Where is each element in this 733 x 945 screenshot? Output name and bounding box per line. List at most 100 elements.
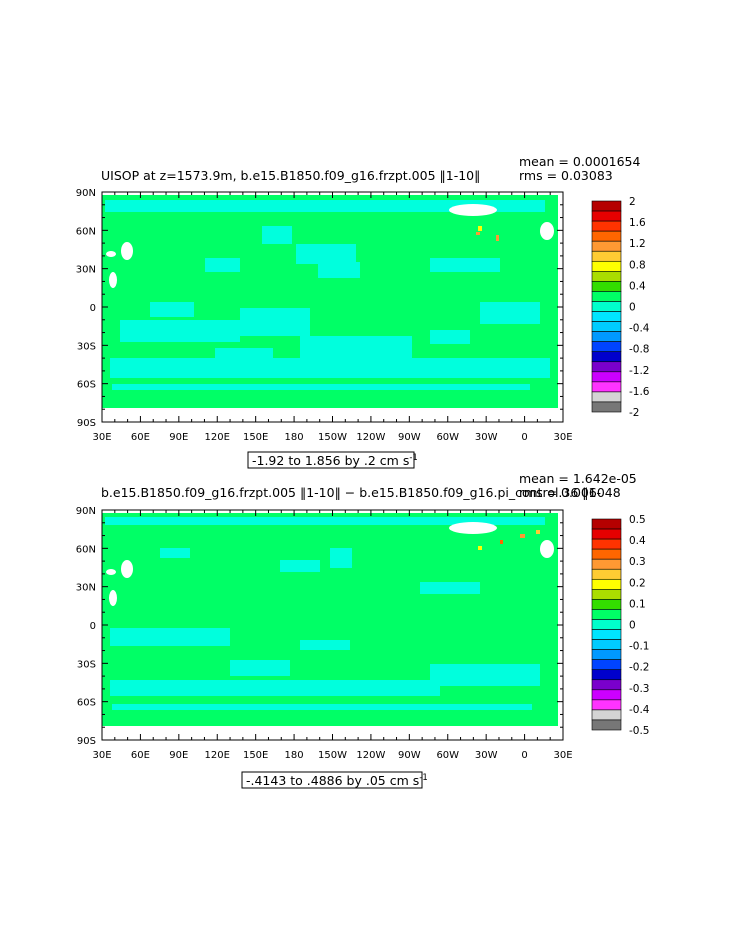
panel-2-rms: rms = 0.006048	[519, 485, 621, 500]
colorbar-label: -0.5	[629, 725, 650, 737]
y-tick-label: 30N	[76, 583, 96, 594]
colorbar-swatch	[591, 699, 622, 711]
panel-2-range-note: -.4143 to .4886 by .05 cm s-1	[241, 771, 428, 789]
x-tick-label: 30W	[475, 432, 498, 443]
x-tick-label: 60W	[436, 750, 459, 761]
colorbar-label: 0.5	[629, 514, 646, 526]
colorbar-label: 0.8	[629, 259, 646, 271]
y-tick-label: 90N	[76, 188, 96, 199]
colorbar-swatch	[591, 240, 622, 252]
colorbar-label: -0.2	[629, 662, 650, 674]
x-tick-label: 60E	[131, 750, 150, 761]
panel-1-mean: mean = 0.0001654	[519, 154, 641, 169]
colorbar-swatch	[591, 291, 622, 302]
panel-2: b.e15.B1850.f09_g16.frzpt.005 ‖1-10‖ − b…	[76, 471, 650, 789]
colorbar-swatch	[591, 321, 622, 332]
colorbar-swatch	[591, 639, 622, 650]
y-tick-label: 90S	[77, 418, 96, 429]
colorbar-label: 0	[629, 302, 636, 314]
panel-1-map: 30E 60E 90E 120E 150E 180 150W 120W 90W 60W 30W 0 30…	[76, 188, 573, 443]
x-tick-label: 30E	[92, 750, 111, 761]
colorbar-label: 0.3	[629, 556, 646, 568]
panel-2-mean: mean = 1.642e-05	[519, 471, 637, 486]
svg-text:-1.92 to 1.856 by .2 cm s-1: -1.92 to 1.856 by .2 cm s-1	[252, 453, 418, 468]
x-tick-label: 0	[521, 432, 527, 443]
panel-1-positive-spots	[476, 226, 499, 241]
svg-text:-.4143 to .4886 by .05 cm s-1: -.4143 to .4886 by .05 cm s-1	[246, 773, 428, 788]
colorbar-swatch	[591, 689, 622, 701]
colorbar-swatch	[591, 260, 622, 272]
colorbar-swatch	[591, 250, 622, 262]
colorbar-swatch	[591, 589, 622, 600]
panel-2-title: b.e15.B1850.f09_g16.frzpt.005 ‖1-10‖ − b…	[101, 485, 601, 500]
x-tick-label: 30E	[92, 432, 111, 443]
y-tick-label: 90N	[76, 506, 96, 517]
colorbar-swatch	[591, 210, 622, 222]
y-tick-label: 30S	[77, 341, 96, 352]
x-tick-label: 0	[521, 750, 527, 761]
x-tick-label: 90W	[398, 432, 421, 443]
colorbar-label: 0.4	[629, 280, 646, 292]
panel-1-range-note: -1.92 to 1.856 by .2 cm s-1	[247, 451, 418, 469]
colorbar-swatch	[591, 558, 622, 570]
panel-2-range-text: -.4143 to .4886 by .05 cm s	[246, 773, 419, 788]
colorbar-label: 0.4	[629, 535, 646, 547]
panel-1-title: UISOP at z=1573.9m, b.e15.B1850.f09_g16.…	[101, 168, 480, 183]
colorbar-label: 0.1	[629, 598, 646, 610]
panel-2-colorbar: 0.5 0.4 0.3 0.2 0.1 0 -0.1 -0.2 -0.3 -0.4 -0.5	[591, 514, 650, 737]
x-tick-label: 60E	[131, 432, 150, 443]
panel-1-negative-patches	[105, 200, 550, 390]
colorbar-swatch	[591, 609, 622, 620]
panel-1-y-axis: 90N 60N 30N 0 30S 60S 90S	[76, 188, 563, 429]
panel-1-x-axis: 30E 60E 90E 120E 150E 180 150W 120W 90W 60W 30W 0 30…	[92, 192, 573, 443]
colorbar-swatch	[591, 548, 622, 560]
x-tick-label: 120E	[205, 750, 230, 761]
x-tick-label: 180	[285, 432, 304, 443]
colorbar-swatch	[591, 371, 622, 383]
colorbar-swatch	[591, 281, 622, 292]
y-tick-label: 0	[90, 621, 96, 632]
x-tick-label: 150E	[243, 432, 268, 443]
colorbar-swatch	[591, 301, 622, 312]
panel-1-rms: rms = 0.03083	[519, 168, 613, 183]
colorbar-swatch	[591, 401, 622, 413]
y-tick-label: 30S	[77, 659, 96, 670]
colorbar-label: 1.2	[629, 238, 646, 250]
colorbar-swatch	[591, 629, 622, 640]
colorbar-label: 0	[629, 620, 636, 632]
y-tick-label: 60N	[76, 544, 96, 555]
colorbar-swatch	[591, 518, 622, 530]
colorbar-swatch	[591, 311, 622, 322]
colorbar-swatch	[591, 528, 622, 540]
colorbar-swatch	[591, 679, 622, 691]
panel-1-range-text: -1.92 to 1.856 by .2 cm s	[252, 453, 409, 468]
panel-1-colorbar: 2 1.6 1.2 0.8 0.4 0 -0.4 -0.8 -1.2 -1.6 -2	[591, 196, 650, 419]
x-tick-label: 180	[285, 750, 304, 761]
panel-1: UISOP at z=1573.9m, b.e15.B1850.f09_g16.…	[76, 154, 650, 469]
colorbar-swatch	[591, 649, 622, 660]
colorbar-swatch	[591, 361, 622, 373]
panel-2-land-mask	[106, 522, 554, 606]
x-tick-label: 150W	[318, 750, 347, 761]
x-tick-label: 150E	[243, 750, 268, 761]
colorbar-label: -1.2	[629, 365, 650, 377]
colorbar-label: 0.2	[629, 577, 646, 589]
x-tick-label: 60W	[436, 432, 459, 443]
colorbar-label: -0.8	[629, 344, 650, 356]
colorbar-swatch	[591, 230, 622, 242]
colorbar-swatch	[591, 599, 622, 610]
colorbar-swatch	[591, 381, 622, 393]
x-tick-label: 120E	[205, 432, 230, 443]
panel-2-x-axis: 30E 60E 90E 120E 150E 180 150W 120W 90W 60W 30W 0 30…	[92, 510, 573, 761]
y-tick-label: 90S	[77, 736, 96, 747]
y-tick-label: 60S	[77, 698, 96, 709]
x-tick-label: 150W	[318, 432, 347, 443]
colorbar-swatch	[591, 619, 622, 630]
colorbar-swatch	[591, 341, 622, 353]
panel-2-positive-spots	[478, 530, 540, 550]
colorbar-label: -2	[629, 407, 639, 419]
colorbar-label: -0.4	[629, 323, 650, 335]
colorbar-swatch	[591, 669, 622, 681]
colorbar-swatch	[591, 391, 622, 403]
